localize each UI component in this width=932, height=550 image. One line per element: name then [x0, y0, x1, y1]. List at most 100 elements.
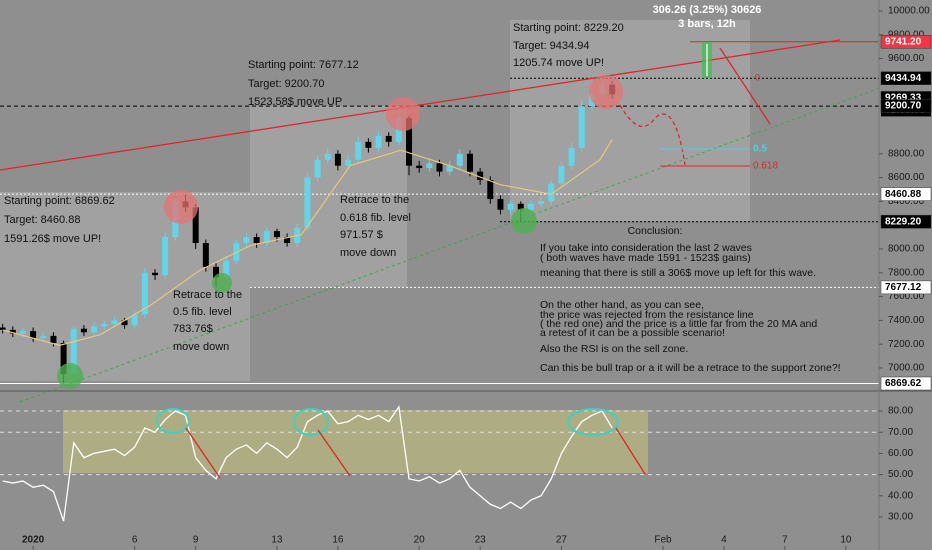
candle-body	[40, 335, 47, 339]
measure-label: 306.26 (3.25%) 30626	[653, 4, 762, 16]
y-tick-label: 7000.00	[888, 363, 925, 374]
candle-body	[30, 331, 37, 339]
candle-body	[487, 179, 494, 199]
candle-body	[456, 153, 463, 166]
wave-box	[0, 192, 250, 381]
candle-body	[345, 159, 352, 166]
candle-body	[192, 207, 199, 244]
y-tick-label: 8400.00	[888, 196, 925, 207]
conclusion-line: ( both waves have made 1591 - 1523$ gain…	[540, 252, 751, 264]
price-tag-label: 8229.20	[885, 216, 922, 227]
candle-body	[0, 327, 6, 330]
price-tag-label: 9434.94	[885, 73, 922, 84]
x-tick-label: 4	[721, 535, 727, 546]
candle-body	[436, 163, 443, 172]
price-tag	[880, 34, 932, 49]
annotation: 0.618 fib. level	[340, 212, 411, 224]
candle-body	[9, 329, 16, 334]
y-tick-label: 7200.00	[888, 339, 925, 350]
price-tag-label: 7677.12	[885, 282, 922, 293]
candle-body	[304, 177, 311, 228]
candle-body	[406, 118, 413, 166]
x-tick-label: 7	[782, 535, 788, 546]
conclusion-line: the price was rejected from the resistan…	[540, 309, 754, 321]
candle-body	[446, 165, 453, 172]
annotation: 1523.58$ move UP	[248, 96, 342, 108]
candle-body	[497, 198, 504, 210]
candle-body	[212, 266, 219, 278]
y-tick-label: 9800.00	[888, 29, 925, 40]
annotation: 1205.74 move UP!	[513, 57, 604, 69]
resistance-line	[0, 39, 841, 171]
top-circle	[164, 190, 198, 224]
rsi-tick-label: 60.00	[888, 448, 913, 459]
conclusion-line: On the other hand, as you can see,	[540, 299, 704, 311]
price-tag-label: 6869.62	[885, 378, 922, 389]
candle-body	[121, 320, 128, 326]
candle-body	[162, 237, 169, 276]
rsi-tick-label: 80.00	[888, 406, 913, 417]
annotation: move down	[340, 247, 396, 259]
price-tag-label: 9269.33	[885, 93, 922, 104]
x-tick-label: 6	[132, 535, 138, 546]
price-tag	[880, 71, 932, 85]
rsi-tick-label: 30.00	[888, 512, 913, 523]
candle-body	[273, 231, 280, 238]
conclusion-line: Can this be bull trap or a it will be a …	[540, 362, 841, 374]
x-tick-label: 13	[271, 535, 283, 546]
annotation: Starting point: 7677.12	[248, 59, 359, 71]
candle-body	[375, 135, 382, 148]
price-tag	[880, 376, 932, 391]
annotation: 971.57 $	[340, 229, 383, 241]
wave1-text: Starting point: 6869.62 Target: 8460.88 …	[4, 195, 115, 245]
rsi-arrow	[185, 427, 221, 479]
annotation: Starting point: 8229.20	[513, 22, 624, 34]
x-tick-label: 10	[840, 535, 852, 546]
candle-body	[284, 237, 291, 244]
conclusion-line: Also the RSI is on the sell zone.	[540, 343, 688, 355]
candle-body	[141, 272, 148, 315]
conclusion-line: a retest of it can be a possible scenari…	[540, 327, 725, 339]
y-tick-label: 7800.00	[888, 267, 925, 278]
retrace-path	[619, 104, 686, 166]
candle-body	[152, 272, 159, 276]
x-tick-label: 20	[414, 535, 426, 546]
candle-body	[365, 141, 372, 148]
candle-body	[253, 237, 260, 244]
price-tag	[880, 99, 932, 113]
top-circle	[386, 97, 420, 131]
candle-body	[60, 342, 67, 374]
candle-body	[416, 165, 423, 169]
annotation: 1591.26$ move UP!	[4, 233, 101, 245]
x-tick-label: 23	[475, 535, 487, 546]
price-tag	[880, 280, 932, 295]
x-tick-label: 9	[193, 535, 199, 546]
candle-body	[548, 183, 555, 202]
rsi-ellipse	[567, 408, 619, 436]
x-tick-label: 2020	[22, 535, 45, 546]
annotation: Target: 9200.70	[248, 78, 324, 90]
candle-body	[334, 153, 341, 166]
annotation: move down	[173, 341, 229, 353]
candle-body	[527, 203, 534, 210]
price-tag	[880, 187, 932, 201]
candle-body	[19, 331, 26, 334]
price-tag-label: 9200.70	[885, 101, 922, 112]
fib-label: 0	[755, 72, 760, 82]
rsi-arrow	[317, 429, 351, 477]
bottom-circle	[57, 363, 83, 389]
candle-body	[131, 314, 138, 326]
candle-body	[202, 243, 209, 267]
conclusion-title: Conclusion:	[628, 225, 683, 237]
fib-label: 0.5	[753, 144, 767, 155]
annotation: Target: 9434.94	[513, 40, 589, 52]
annotation: 783.76$	[173, 323, 213, 335]
candle-body	[538, 201, 545, 204]
y-tick-label: 9600.00	[888, 53, 925, 64]
annotation: Retrace to the	[340, 194, 409, 206]
candle-body	[111, 320, 118, 324]
rsi-ellipse	[293, 408, 329, 436]
candle-body	[426, 163, 433, 169]
y-tick-label: 7400.00	[888, 315, 925, 326]
